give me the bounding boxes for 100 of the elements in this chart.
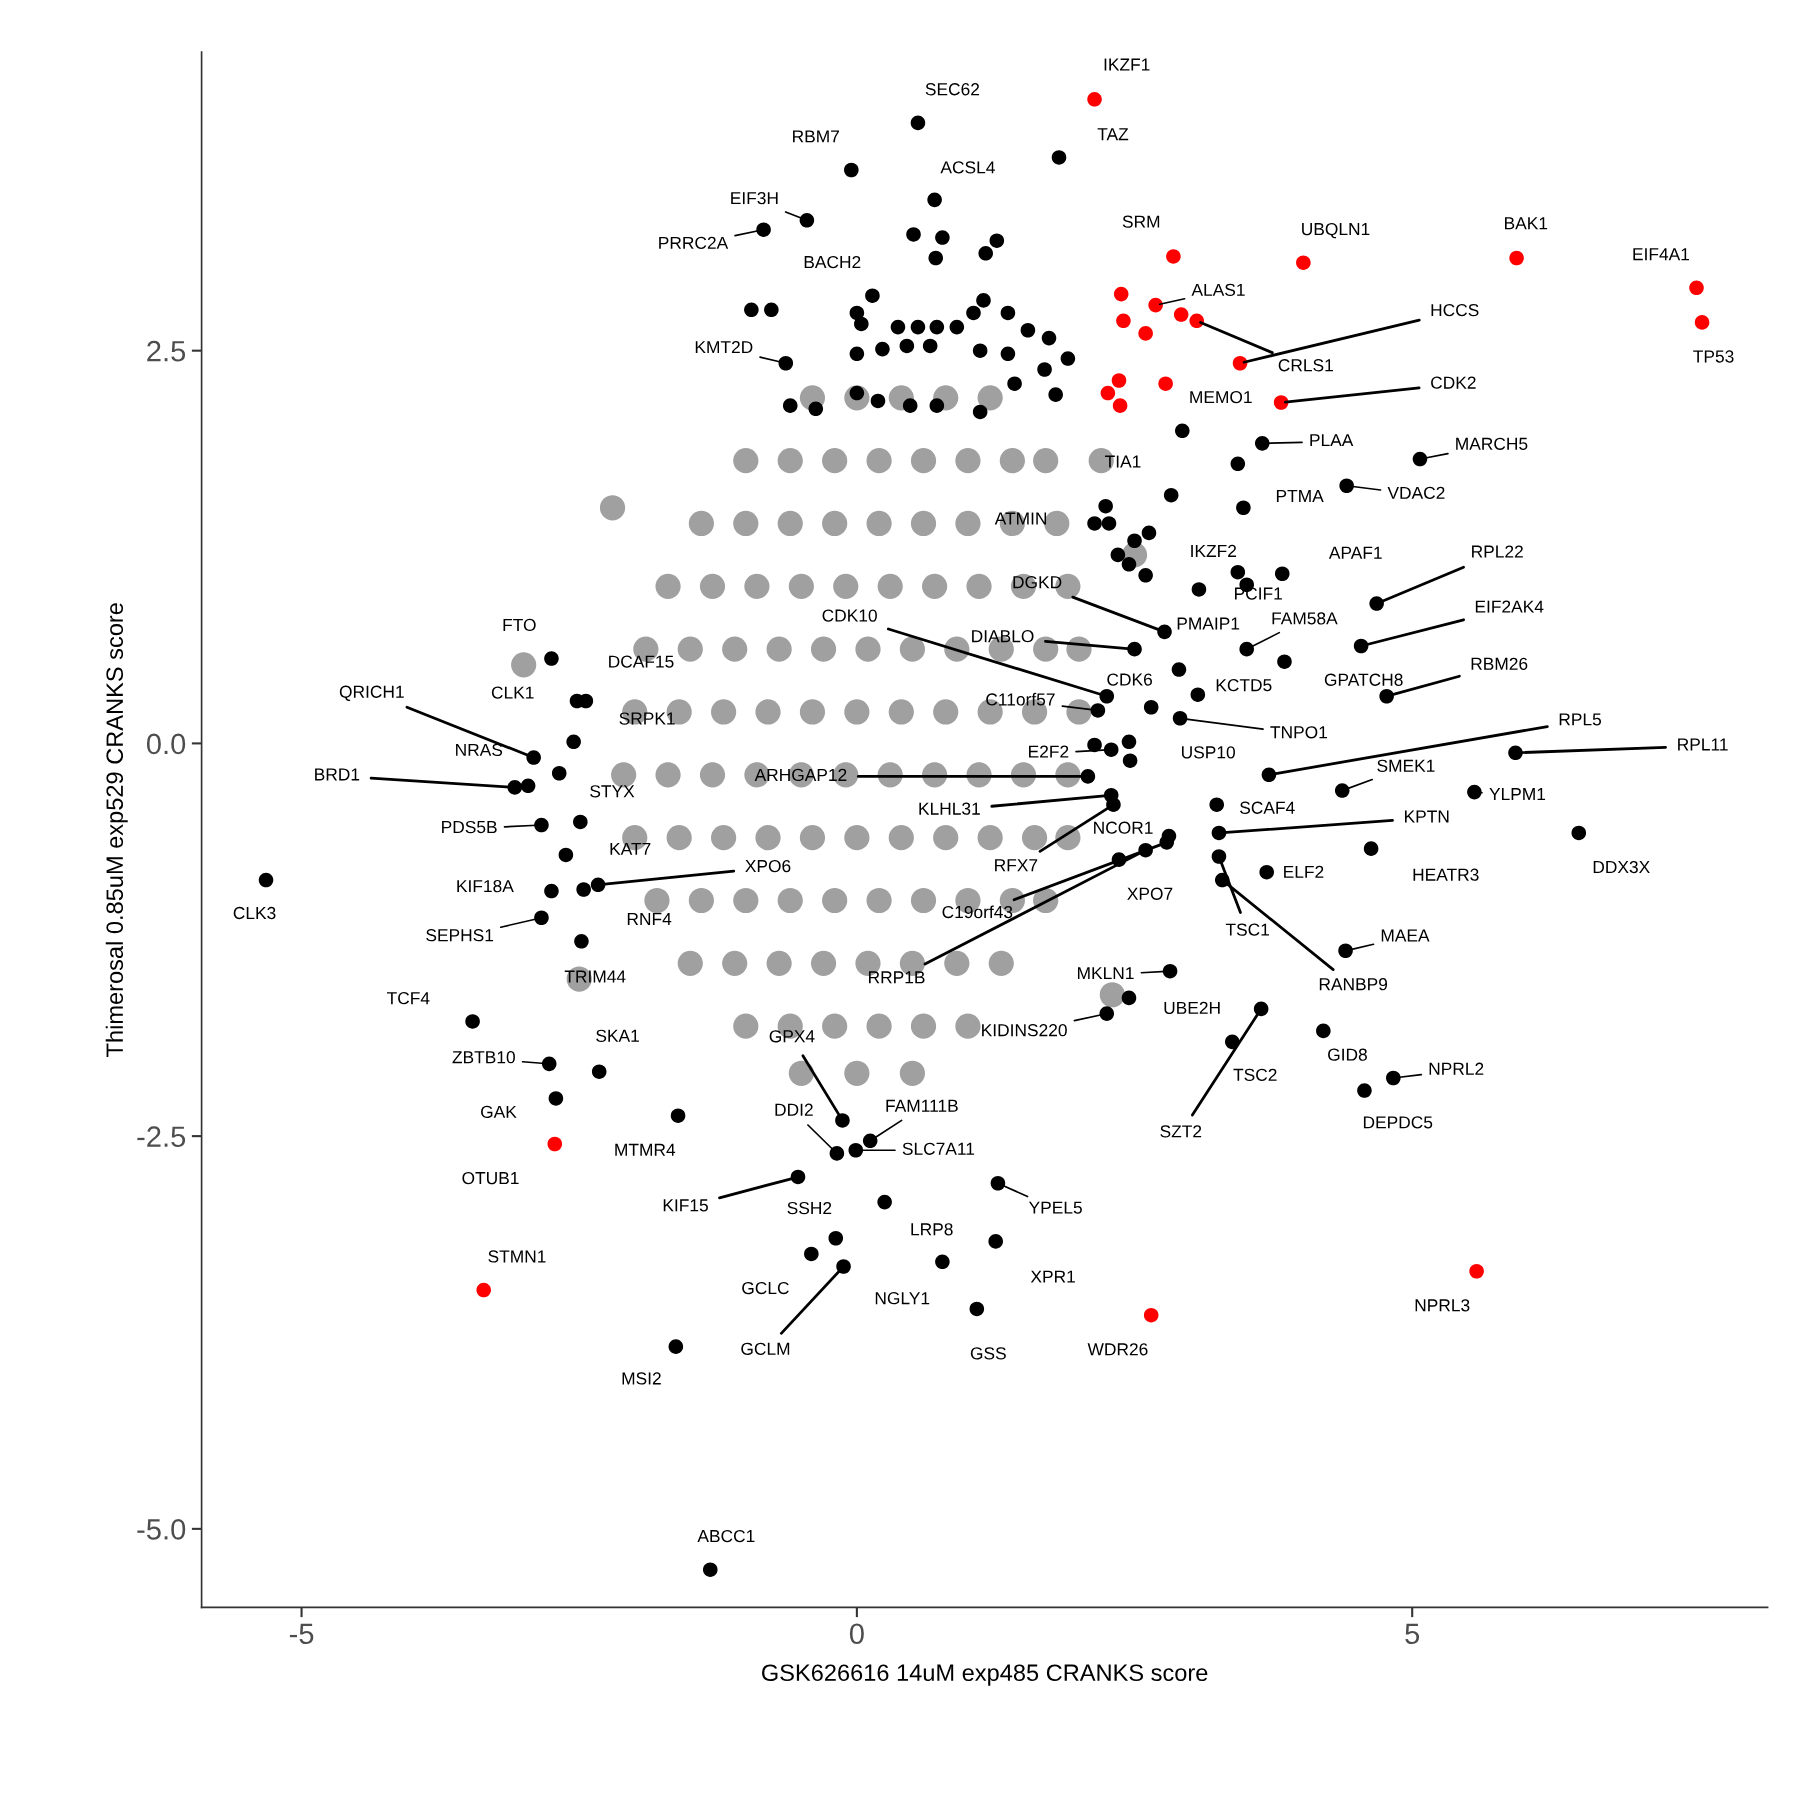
annotation: QRICH1 [339, 685, 404, 702]
point [1173, 307, 1189, 322]
annotation: NRAS [456, 743, 503, 757]
x-tick-label: -5 [289, 1623, 314, 1645]
annotation: TRIM44 [564, 970, 626, 983]
y-tick-label: 2.5 [147, 340, 186, 362]
annotation: SMEK1 [1377, 759, 1435, 772]
annotation: STMN1 [488, 1250, 546, 1263]
annotation: XPR1 [1030, 1270, 1075, 1283]
annotation: VDAC2 [1387, 486, 1445, 500]
annotation: RBM7 [793, 130, 839, 143]
point [1148, 297, 1163, 313]
annotation: FTO [503, 618, 536, 632]
x-axis-title: GSK626616 14uM exp485 CRANKS score [762, 1664, 1208, 1686]
annotation: OTUB1 [462, 1171, 519, 1185]
annotation: TIA1 [1105, 455, 1141, 468]
annotation: MARCH5 [1456, 437, 1528, 450]
annotation: ALAS1 [1191, 283, 1245, 296]
annotation: ATMIN [994, 512, 1047, 525]
point [1509, 250, 1524, 266]
annotation: GCLC [742, 1281, 789, 1295]
point [1273, 395, 1289, 410]
y-tick-label: -5.0 [137, 1519, 186, 1540]
annotation: SKA1 [596, 1029, 639, 1042]
annotation: GPATCH8 [1324, 673, 1403, 686]
point [1469, 1263, 1484, 1279]
annotation: YPEL5 [1028, 1201, 1082, 1214]
annotation: PDS5B [442, 820, 497, 834]
annotation: EIF3H [731, 191, 778, 205]
annotation: CLK1 [491, 686, 534, 699]
point [1689, 280, 1704, 296]
point [1189, 313, 1205, 329]
y-tick-label: -2.5 [137, 1126, 186, 1147]
annotation: KIDINS220 [982, 1024, 1067, 1037]
annotation: RPL22 [1472, 545, 1523, 558]
annotation: EIF4A1 [1633, 248, 1690, 261]
point [1158, 376, 1173, 391]
annotation: CDK6 [1107, 673, 1152, 686]
annotation: KAT7 [610, 842, 651, 855]
annotation: DDX3X [1593, 860, 1650, 874]
annotation: PRRC2A [659, 236, 729, 250]
annotation: BAK1 [1505, 217, 1548, 230]
annotation: GCLM [741, 1342, 790, 1355]
annotation: KMT2D [695, 340, 753, 354]
annotation: RBM26 [1471, 657, 1528, 670]
annotation: TNPO1 [1270, 726, 1327, 739]
annotation: SLC7A11 [902, 1142, 975, 1155]
annotation: CRLS1 [1278, 359, 1333, 372]
annotation: RFX7 [995, 859, 1038, 872]
annotation: ABCC1 [697, 1529, 755, 1543]
point [1143, 1307, 1159, 1323]
annotation: MTMR4 [615, 1143, 676, 1156]
x-tick-label: 0 [849, 1623, 864, 1645]
annotation: XPO7 [1127, 887, 1173, 900]
point [1087, 92, 1102, 107]
annotation: USP10 [1181, 746, 1235, 759]
annotation: RPL5 [1559, 713, 1602, 726]
annotation: HCCS [1431, 303, 1479, 317]
annotation: SSH2 [787, 1201, 832, 1215]
point [476, 1282, 491, 1298]
annotation: RANBP9 [1319, 978, 1388, 991]
point [1138, 326, 1153, 341]
annotation: NPRL3 [1415, 1299, 1470, 1312]
annotation: SRM [1122, 215, 1160, 228]
x-tick-label: 5 [1405, 1623, 1420, 1645]
annotation: GPX4 [769, 1030, 815, 1043]
annotation: PMAIP1 [1177, 617, 1240, 630]
annotation: UBE2H [1164, 1001, 1220, 1015]
annotation: IKZF1 [1104, 58, 1150, 71]
annotation: IKZF2 [1191, 544, 1237, 557]
annotation: TCF4 [387, 992, 430, 1005]
annotation: TP53 [1693, 350, 1734, 363]
annotation: CLK3 [233, 906, 276, 920]
annotation: MSI2 [622, 1372, 661, 1385]
point [547, 1136, 563, 1152]
annotation: KCTD5 [1216, 679, 1272, 692]
point [1116, 313, 1131, 329]
point [1296, 255, 1311, 270]
y-tick-label: 0.0 [146, 733, 186, 755]
annotation: MAEA [1381, 929, 1430, 942]
annotation: MEMO1 [1190, 390, 1252, 404]
point [1694, 315, 1710, 330]
point [1111, 373, 1127, 388]
annotation: DEPDC5 [1363, 1116, 1433, 1129]
point [1112, 398, 1128, 413]
annotation: KIF18A [457, 879, 514, 893]
annotation: CDK10 [822, 609, 877, 622]
point [1100, 385, 1116, 401]
annotation: GSS [970, 1347, 1006, 1360]
point [1113, 286, 1129, 302]
annotation: KLHL31 [919, 802, 980, 815]
annotation: E2F2 [1029, 745, 1069, 758]
annotation: XPO6 [745, 859, 791, 873]
annotation: SZT2 [1160, 1125, 1202, 1138]
annotation: GAK [481, 1105, 517, 1119]
annotation: GID8 [1328, 1048, 1367, 1061]
annotation: DIABLO [972, 630, 1034, 643]
annotation: KIF15 [663, 1199, 708, 1212]
annotation: LRP8 [911, 1223, 953, 1236]
annotation: KPTN [1405, 810, 1449, 823]
